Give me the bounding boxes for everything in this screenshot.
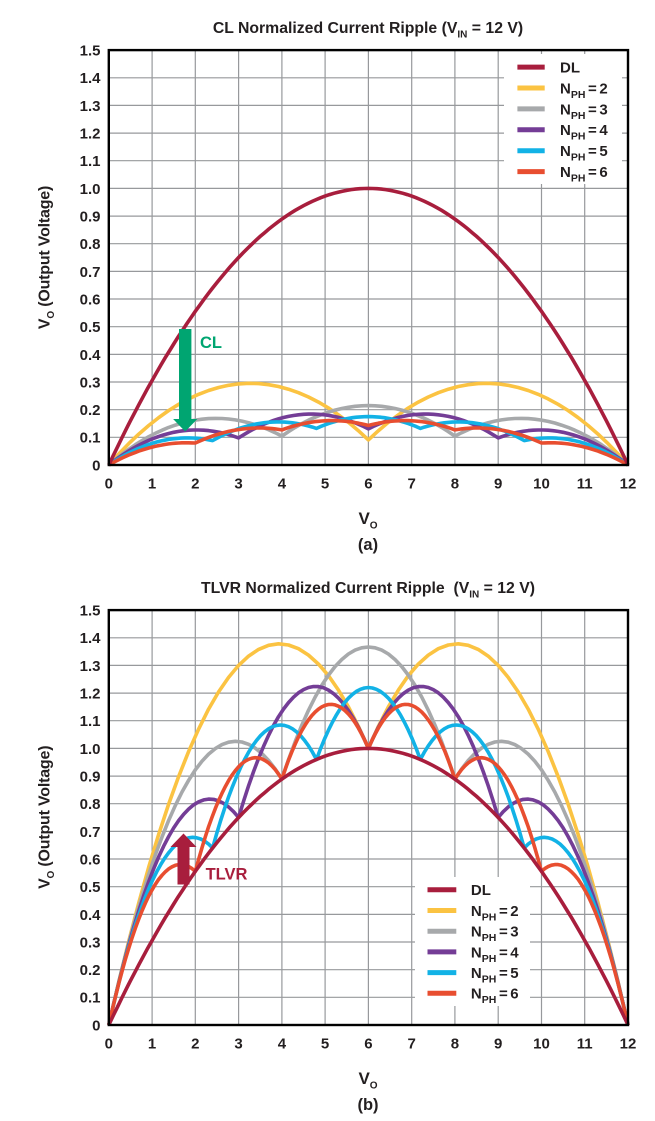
svg-text:0.5: 0.5 <box>80 879 101 896</box>
svg-text:2: 2 <box>191 476 199 493</box>
svg-text:1.2: 1.2 <box>80 126 101 143</box>
svg-text:8: 8 <box>451 1036 459 1053</box>
svg-text:5: 5 <box>321 1036 329 1053</box>
svg-text:11: 11 <box>577 1036 593 1053</box>
svg-text:DL: DL <box>560 60 580 77</box>
svg-text:0.3: 0.3 <box>80 374 101 391</box>
svg-text:1.0: 1.0 <box>80 181 101 198</box>
svg-text:1.2: 1.2 <box>80 686 101 703</box>
svg-text:TLVR Normalized Current Ripple: TLVR Normalized Current Ripple (VIN = 12… <box>201 580 535 601</box>
svg-text:DL: DL <box>471 882 491 899</box>
svg-text:TLVR: TLVR <box>206 866 248 884</box>
svg-text:0.6: 0.6 <box>80 291 101 308</box>
svg-text:1.5: 1.5 <box>80 603 101 620</box>
svg-text:7: 7 <box>408 476 416 493</box>
svg-text:CL: CL <box>200 334 222 352</box>
svg-text:VO (Output Voltage): VO (Output Voltage) <box>37 746 58 889</box>
svg-text:8: 8 <box>451 476 459 493</box>
svg-text:0.8: 0.8 <box>80 236 101 253</box>
svg-text:0.1: 0.1 <box>80 990 101 1007</box>
svg-text:0.2: 0.2 <box>80 962 101 979</box>
svg-text:1.1: 1.1 <box>80 153 101 170</box>
svg-text:1: 1 <box>148 476 156 493</box>
svg-text:1.5: 1.5 <box>80 43 101 60</box>
svg-text:5: 5 <box>321 476 329 493</box>
svg-text:1.1: 1.1 <box>80 713 101 730</box>
svg-text:0.1: 0.1 <box>80 430 101 447</box>
svg-text:0.2: 0.2 <box>80 402 101 419</box>
svg-text:4: 4 <box>278 1036 287 1053</box>
svg-text:CL Normalized Current Ripple (: CL Normalized Current Ripple (VIN = 12 V… <box>213 20 523 41</box>
svg-text:0.9: 0.9 <box>80 209 101 226</box>
svg-text:6: 6 <box>364 1036 372 1053</box>
svg-text:0.7: 0.7 <box>80 264 101 281</box>
svg-text:3: 3 <box>234 476 242 493</box>
svg-text:9: 9 <box>494 1036 502 1053</box>
svg-text:11: 11 <box>577 476 593 493</box>
svg-text:0.7: 0.7 <box>80 824 101 841</box>
svg-text:1.4: 1.4 <box>80 630 102 647</box>
svg-text:1.0: 1.0 <box>80 741 101 758</box>
svg-text:(b): (b) <box>357 1096 378 1114</box>
svg-text:3: 3 <box>234 1036 242 1053</box>
svg-text:2: 2 <box>191 1036 199 1053</box>
svg-text:0.5: 0.5 <box>80 319 101 336</box>
svg-text:1.3: 1.3 <box>80 98 101 115</box>
svg-text:4: 4 <box>278 476 287 493</box>
svg-text:0.8: 0.8 <box>80 796 101 813</box>
svg-text:9: 9 <box>494 476 502 493</box>
svg-text:0: 0 <box>105 476 113 493</box>
svg-text:VO: VO <box>358 509 377 532</box>
svg-text:VO (Output Voltage): VO (Output Voltage) <box>37 186 58 329</box>
svg-text:0.4: 0.4 <box>80 347 102 364</box>
svg-text:0.9: 0.9 <box>80 769 101 786</box>
svg-text:12: 12 <box>620 476 637 493</box>
svg-text:(a): (a) <box>358 536 378 554</box>
svg-text:6: 6 <box>364 476 372 493</box>
svg-text:0.4: 0.4 <box>80 907 102 924</box>
svg-text:12: 12 <box>620 1036 637 1053</box>
svg-text:7: 7 <box>408 1036 416 1053</box>
svg-text:0.3: 0.3 <box>80 934 101 951</box>
svg-text:1.4: 1.4 <box>80 70 102 87</box>
svg-text:0: 0 <box>105 1036 113 1053</box>
svg-text:0: 0 <box>92 1017 100 1034</box>
svg-text:0.6: 0.6 <box>80 851 101 868</box>
svg-text:10: 10 <box>533 476 550 493</box>
svg-text:10: 10 <box>533 1036 550 1053</box>
svg-text:1: 1 <box>148 1036 156 1053</box>
svg-text:0: 0 <box>92 457 100 474</box>
svg-text:VO: VO <box>358 1069 377 1092</box>
svg-text:1.3: 1.3 <box>80 658 101 675</box>
